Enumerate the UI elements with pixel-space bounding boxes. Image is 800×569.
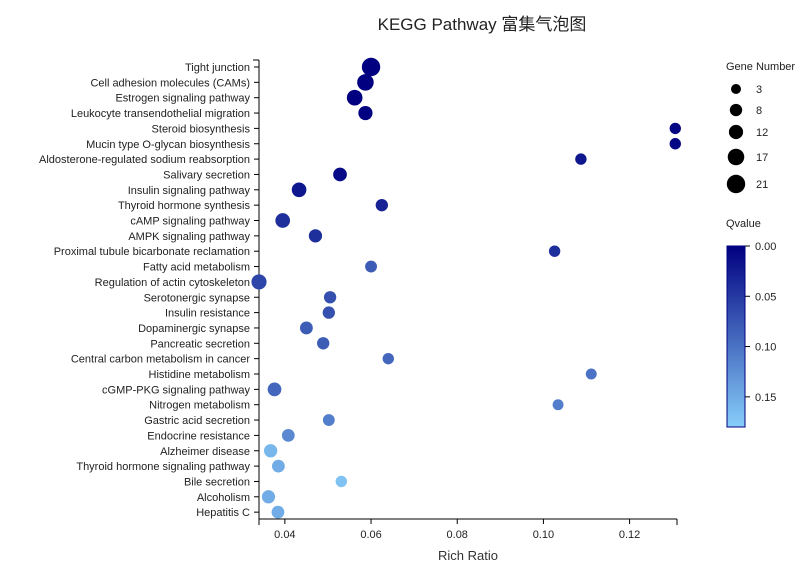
- size-legend-bubble: [726, 174, 746, 194]
- bubble-point[interactable]: [357, 74, 374, 91]
- bubble-point[interactable]: [333, 167, 347, 182]
- plot-area: 0.04 0.06 0.08 0.10 0.12 Tight junction Cell a…: [39, 57, 681, 541]
- size-legend-label: 3: [756, 84, 762, 96]
- x-tick-label: 0.08: [447, 529, 468, 541]
- qvalue-tick-label: 0.05: [755, 291, 776, 303]
- y-tick-label: Serotonergic synapse: [144, 292, 250, 304]
- bubble-point[interactable]: [548, 245, 561, 257]
- x-tick-label: 0.06: [360, 529, 381, 541]
- bubble-point[interactable]: [291, 182, 307, 198]
- size-legend-bubble: [729, 103, 743, 117]
- bubble-point[interactable]: [382, 352, 394, 365]
- qvalue-tick-label: 0.15: [755, 392, 776, 404]
- size-legend-bubble: [727, 148, 745, 166]
- size-legend-label: 12: [756, 127, 768, 139]
- y-tick-label: Alzheimer disease: [160, 446, 250, 458]
- bubble-point[interactable]: [322, 414, 335, 426]
- qvalue-legend: Qvalue 0.00 0.05 0.10 0.15: [726, 218, 776, 428]
- y-tick-label: Proximal tubule bicarbonate reclamation: [54, 246, 250, 258]
- bubble-point[interactable]: [361, 57, 381, 77]
- y-tick-label: Mucin type O-glycan biosynthesis: [86, 139, 250, 151]
- y-tick-label: Gastric acid secretion: [144, 415, 250, 427]
- bubble-point[interactable]: [335, 475, 348, 488]
- chart-title: KEGG Pathway 富集气泡图: [378, 15, 587, 34]
- y-tick-label: Pancreatic secretion: [150, 338, 250, 350]
- y-tick-label: Leukocyte transendothelial migration: [71, 108, 250, 120]
- y-tick-label: Alcoholism: [197, 492, 250, 504]
- bubble-point[interactable]: [323, 291, 337, 304]
- y-tick-label: Hepatitis C: [196, 507, 250, 519]
- y-tick-label: Aldosterone-regulated sodium reabsorptio…: [39, 154, 250, 166]
- y-tick-label: Cell adhesion molecules (CAMs): [90, 77, 250, 89]
- bubble-point[interactable]: [281, 429, 295, 442]
- bubble-point[interactable]: [669, 138, 681, 150]
- size-legend-label: 21: [756, 179, 768, 191]
- y-tick-label: Salivary secretion: [163, 169, 250, 181]
- y-tick-label: Thyroid hormone synthesis: [118, 200, 251, 212]
- y-tick-label: AMPK signaling pathway: [128, 231, 250, 243]
- bubble-point[interactable]: [261, 490, 276, 504]
- y-tick-label: Thyroid hormone signaling pathway: [76, 461, 250, 473]
- bubble-point[interactable]: [271, 505, 285, 519]
- y-tick-label: Histidine metabolism: [149, 369, 250, 381]
- y-tick-label: Estrogen signaling pathway: [115, 93, 250, 105]
- bubble-point[interactable]: [358, 105, 373, 121]
- y-tick-label: cGMP-PKG signaling pathway: [102, 384, 250, 396]
- qvalue-tick-label: 0.00: [755, 241, 776, 253]
- bubble-point[interactable]: [375, 198, 388, 212]
- y-tick-label: Central carbon metabolism in cancer: [71, 354, 250, 366]
- qvalue-tick-label: 0.10: [755, 342, 776, 354]
- bubble-point[interactable]: [575, 153, 587, 165]
- bubble-point[interactable]: [585, 368, 597, 380]
- bubble-point[interactable]: [317, 337, 330, 350]
- y-tick-label: Steroid biosynthesis: [152, 123, 251, 135]
- y-tick-label: Nitrogen metabolism: [149, 400, 250, 412]
- gene-number-legend: Gene Number 3 8 12 17 21: [726, 61, 795, 194]
- y-tick-label: Dopaminergic synapse: [138, 323, 250, 335]
- bubble-point[interactable]: [264, 444, 278, 458]
- bubble-point[interactable]: [300, 321, 313, 335]
- size-legend-label: 17: [756, 152, 768, 164]
- bubble-point[interactable]: [552, 399, 564, 411]
- y-tick-label: Insulin resistance: [165, 308, 250, 320]
- gene-number-legend-title: Gene Number: [726, 61, 795, 73]
- qvalue-legend-title: Qvalue: [726, 218, 761, 230]
- bubble-point[interactable]: [308, 229, 323, 243]
- bubble-point[interactable]: [251, 274, 267, 290]
- qvalue-color-bar: [726, 245, 746, 428]
- bubble-point[interactable]: [346, 89, 363, 106]
- y-tick-label: Bile secretion: [184, 476, 250, 488]
- size-legend-bubble: [731, 84, 741, 94]
- x-axis-title: Rich Ratio: [438, 548, 498, 563]
- y-tick-label: Tight junction: [185, 62, 250, 74]
- bubble-point[interactable]: [267, 382, 282, 397]
- y-tick-label: Endocrine resistance: [147, 430, 250, 442]
- bubble-point[interactable]: [322, 306, 335, 319]
- y-tick-label: Fatty acid metabolism: [143, 262, 250, 274]
- y-tick-label: Regulation of actin cytoskeleton: [95, 277, 250, 289]
- x-tick-label: 0.12: [619, 529, 640, 541]
- x-tick-label: 0.04: [274, 529, 295, 541]
- bubble-point[interactable]: [275, 213, 291, 228]
- bubble-point[interactable]: [271, 459, 285, 473]
- x-tick-label: 0.10: [533, 529, 554, 541]
- size-legend-bubble: [728, 124, 744, 140]
- y-tick-label: cAMP signaling pathway: [130, 216, 250, 228]
- size-legend-label: 8: [756, 105, 762, 117]
- y-tick-label: Insulin signaling pathway: [128, 185, 251, 197]
- bubble-point[interactable]: [365, 260, 377, 273]
- bubble-point[interactable]: [669, 122, 681, 135]
